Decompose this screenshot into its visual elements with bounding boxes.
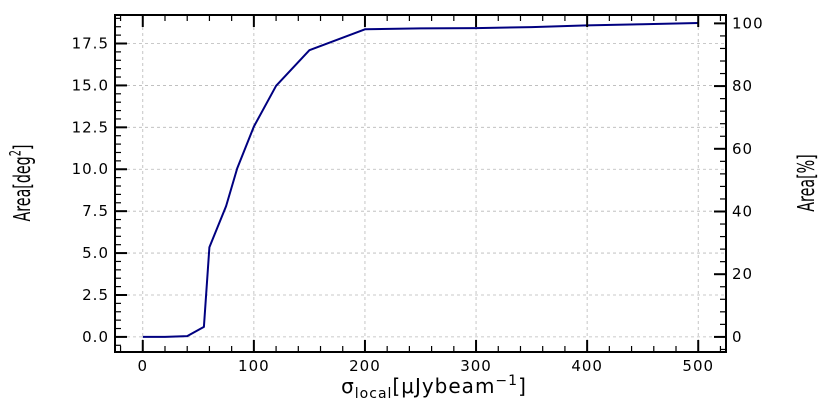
- x-tick-label: 300: [460, 357, 492, 375]
- x-axis-label: σlocal[μJybeam−1]: [341, 373, 527, 401]
- y-axis-left-label-sup: 2: [7, 150, 25, 156]
- y-right-tick-label: 0: [732, 328, 743, 346]
- y-axis-left-label-text: Area[deg: [10, 156, 36, 221]
- x-tick-label: 500: [682, 357, 714, 375]
- x-tick-label: 0: [137, 357, 148, 375]
- series-line-group: [142, 22, 699, 338]
- y-right-tick-label: 60: [732, 140, 753, 158]
- plot-frame: [114, 14, 727, 353]
- x-axis-label-sup: −1: [495, 373, 518, 389]
- x-tick-label: 200: [349, 357, 381, 375]
- tick-labels: 0 100 200 300 400 5000.02.55.07.510.012.515.0…: [72, 14, 764, 375]
- y-left-tick-label: 5.0: [82, 244, 109, 262]
- x-axis-label-sub: local: [355, 386, 393, 401]
- x-axis-label-base: σ: [341, 374, 355, 398]
- y-left-tick-label: 17.5: [72, 35, 109, 53]
- y-left-tick-label: 0.0: [82, 328, 109, 346]
- y-axis-right-label: Area[%]: [794, 154, 820, 211]
- y-left-tick-label: 15.0: [72, 76, 109, 94]
- y-right-tick-label: 80: [732, 77, 753, 95]
- y-right-tick-label: 20: [732, 265, 753, 283]
- x-axis-label-text: [μJybeam: [392, 374, 495, 398]
- tick-marks: [115, 15, 726, 352]
- y-right-tick-label: 100: [732, 14, 764, 32]
- y-left-tick-label: 2.5: [82, 286, 109, 304]
- gridlines: [115, 15, 726, 352]
- y-right-tick-label: 40: [732, 202, 753, 220]
- y-left-tick-label: 12.5: [72, 118, 109, 136]
- x-axis-label-close: ]: [518, 374, 527, 398]
- x-tick-label: 400: [571, 357, 603, 375]
- x-tick-label: 100: [238, 357, 270, 375]
- y-left-tick-label: 10.0: [72, 160, 109, 178]
- y-axis-left-label-close: ]: [10, 145, 36, 151]
- y-axis-left-label: Area[deg2]: [7, 145, 36, 222]
- series-line: [142, 22, 699, 338]
- y-left-tick-label: 7.5: [82, 202, 109, 220]
